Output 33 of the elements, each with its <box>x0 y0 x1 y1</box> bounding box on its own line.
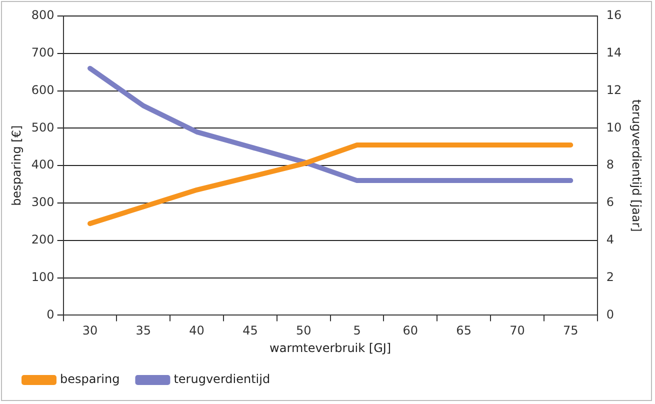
y-tick-label: 800 <box>31 8 54 22</box>
y-tick-label: 400 <box>31 158 54 172</box>
x-tick-label: 50 <box>296 324 312 338</box>
x-tick-label: 45 <box>242 324 258 338</box>
x-tick-label: 75 <box>562 324 578 338</box>
x-tick-label: 35 <box>136 324 152 338</box>
y-tick-label: 0 <box>46 307 54 322</box>
y2-tick-label: 14 <box>606 46 622 60</box>
x-axis-title: warmteverbruik [GJ] <box>270 340 392 355</box>
y2-tick-label: 10 <box>606 120 622 134</box>
y-tick-label: 200 <box>31 232 54 247</box>
x-tick-label: 60 <box>402 324 418 338</box>
x-tick-label: 40 <box>189 324 204 338</box>
y2-tick-label: 12 <box>606 82 622 97</box>
y-tick-label: 300 <box>31 195 54 210</box>
legend-label: terugverdientijd <box>174 372 270 386</box>
y2-tick-label: 16 <box>606 8 622 22</box>
y-tick-label: 500 <box>31 120 54 134</box>
y2-axis-title: terugverdientijd [jaar] <box>630 99 644 232</box>
x-tick-label: 70 <box>510 324 525 338</box>
y2-tick-label: 8 <box>606 158 614 172</box>
y-axis-title: besparing [€] <box>9 125 24 206</box>
y2-tick-label: 2 <box>606 270 614 284</box>
legend-label: besparing <box>60 372 120 386</box>
y-tick-label: 600 <box>31 82 54 97</box>
y-tick-label: 700 <box>31 46 54 60</box>
x-tick-label: 5 <box>353 324 361 338</box>
y2-tick-label: 6 <box>606 195 614 210</box>
x-tick-label: 65 <box>456 324 472 338</box>
y-tick-label: 100 <box>31 270 54 284</box>
y2-tick-label: 4 <box>606 232 614 247</box>
x-tick-label: 30 <box>82 324 98 338</box>
y2-tick-label: 0 <box>606 307 614 322</box>
